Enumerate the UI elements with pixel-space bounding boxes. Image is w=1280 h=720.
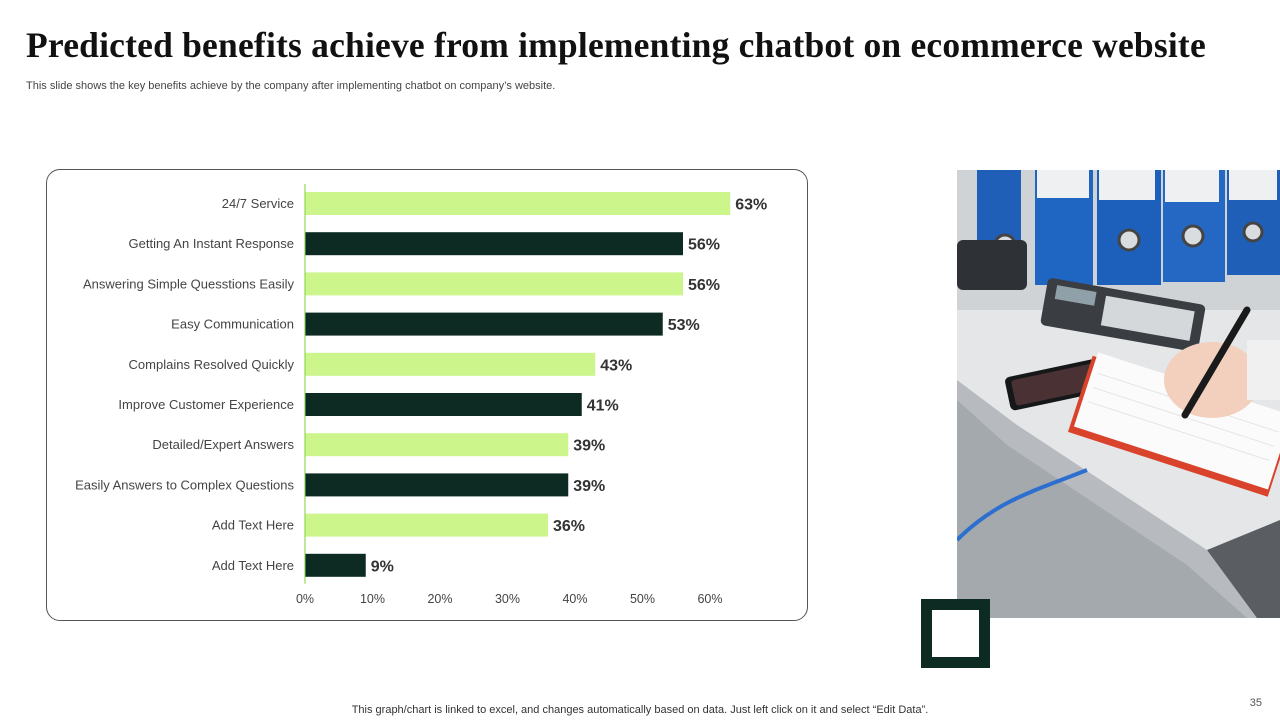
- x-tick-label: 30%: [495, 592, 520, 606]
- office-photo: [957, 170, 1280, 618]
- data-label: 39%: [573, 478, 605, 495]
- decorative-square: [921, 599, 990, 668]
- category-label: Add Text Here: [212, 518, 294, 533]
- bar: [305, 433, 569, 457]
- x-tick-label: 0%: [296, 592, 314, 606]
- category-label: Detailed/Expert Answers: [152, 437, 294, 452]
- data-label: 43%: [600, 357, 632, 374]
- category-label: Improve Customer Experience: [118, 397, 294, 412]
- bar: [305, 553, 366, 577]
- x-tick-label: 60%: [697, 592, 722, 606]
- bar: [305, 232, 683, 256]
- office-desk-photo-icon: [957, 170, 1280, 618]
- category-label: Answering Simple Quesstions Easily: [83, 276, 294, 291]
- chart-panel: 24/7 Service 63% Getting An Instant Respon…: [46, 169, 808, 621]
- data-label: 39%: [573, 438, 605, 455]
- data-label: 56%: [688, 277, 720, 294]
- data-label: 53%: [668, 317, 700, 334]
- bar: [305, 192, 731, 215]
- benefits-bar-chart: 24/7 Service 63% Getting An Instant Respon…: [75, 184, 767, 606]
- x-tick-label: 50%: [630, 592, 655, 606]
- data-label: 9%: [371, 558, 394, 575]
- data-label: 56%: [688, 237, 720, 254]
- bar: [305, 473, 569, 497]
- bar: [305, 312, 663, 336]
- data-label: 36%: [553, 518, 585, 535]
- bar: [305, 272, 683, 296]
- data-label: 41%: [587, 398, 619, 415]
- footer-note: This graph/chart is linked to excel, and…: [351, 704, 929, 716]
- page-subtitle: This slide shows the key benefits achiev…: [26, 80, 556, 92]
- category-label: Easily Answers to Complex Questions: [75, 477, 294, 492]
- category-label: Complains Resolved Quickly: [129, 357, 295, 372]
- page-number: 35: [1249, 697, 1262, 709]
- x-tick-label: 10%: [360, 592, 385, 606]
- bar: [305, 393, 582, 416]
- category-label: Getting An Instant Response: [129, 236, 295, 251]
- x-tick-label: 20%: [427, 592, 452, 606]
- x-tick-label: 40%: [562, 592, 587, 606]
- category-label: Easy Communication: [171, 317, 294, 332]
- category-label: Add Text Here: [212, 558, 294, 573]
- category-label: 24/7 Service: [222, 196, 294, 211]
- page-title: Predicted benefits achieve from implemen…: [26, 25, 1206, 65]
- bar: [305, 352, 596, 376]
- data-label: 63%: [735, 197, 767, 214]
- bar: [305, 513, 548, 537]
